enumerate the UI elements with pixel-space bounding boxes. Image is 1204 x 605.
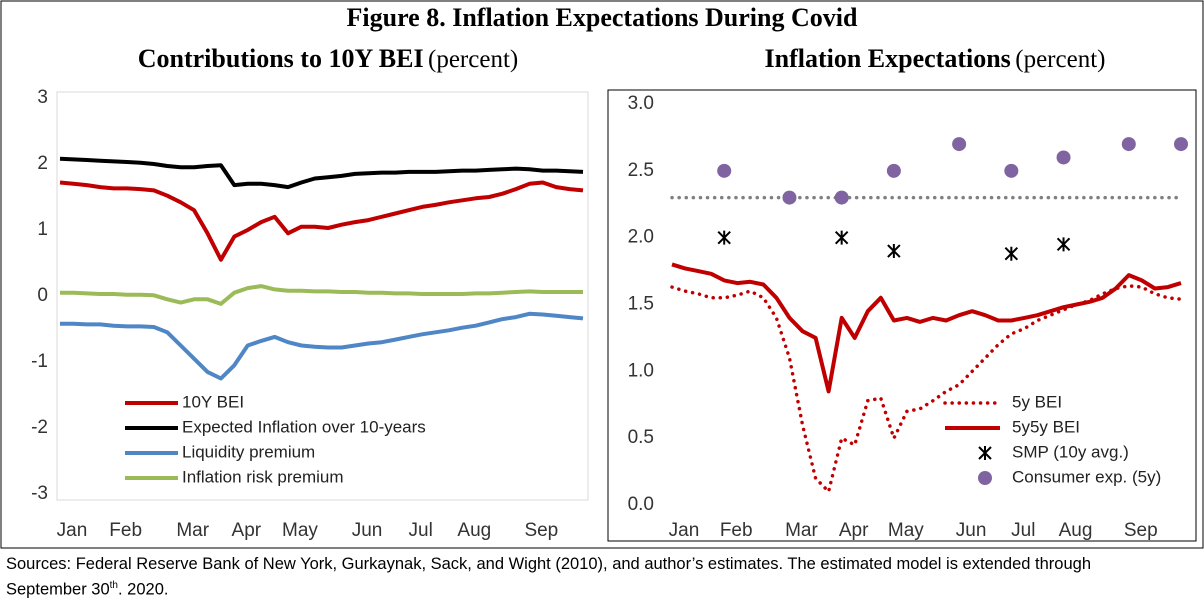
y-tick-label: 1.5 <box>628 294 654 315</box>
x-tick-label: Jun <box>352 520 383 541</box>
figure: Figure 8. Inflation Expectations During … <box>0 0 1204 549</box>
scatter-point <box>1056 150 1071 165</box>
x-tick-label: Mar <box>785 520 818 541</box>
x-tick-label: Mar <box>176 520 209 541</box>
x-tick-label: Feb <box>720 520 753 541</box>
title-unit: (percent) <box>428 46 518 73</box>
scatter-point <box>717 163 732 178</box>
y-tick-label: 2 <box>37 153 48 174</box>
note-text: Sources: Federal Reserve Bank of New Yor… <box>6 555 1091 599</box>
y-tick-label: 0 <box>37 285 48 306</box>
y-tick-label: 3 <box>37 87 48 108</box>
left-frame <box>56 91 589 501</box>
y-tick-label: -2 <box>31 417 48 438</box>
x-tick-label: Aug <box>457 520 491 541</box>
scatter-point <box>1174 137 1188 152</box>
legend-label: Inflation risk premium <box>182 467 344 486</box>
note-sup: th <box>109 580 118 591</box>
note-text: . 2020. <box>118 580 169 599</box>
series-line <box>59 156 584 190</box>
y-tick-label: 2.0 <box>628 227 654 248</box>
series-line <box>60 311 584 381</box>
series-line <box>670 284 1183 496</box>
scatter-point <box>978 446 992 460</box>
x-tick-label: Jul <box>409 520 433 541</box>
legend-label: 5y BEI <box>1012 392 1062 411</box>
legend-label: 10Y BEI <box>182 392 244 411</box>
x-tick-label: Jun <box>956 520 987 541</box>
x-tick-label: Apr <box>839 520 869 541</box>
y-tick-label: 3.0 <box>628 93 654 114</box>
title-unit: (percent) <box>1015 46 1105 73</box>
scatter-point <box>886 163 901 178</box>
scatter-point <box>887 244 901 259</box>
series-line <box>671 262 1182 394</box>
y-tick-label: 2.5 <box>628 160 654 181</box>
chart-title: Inflation Expectations (percent) <box>765 44 1106 73</box>
scatter-point <box>1121 137 1136 152</box>
scatter-point <box>1004 246 1019 261</box>
figure-title: Figure 8. Inflation Expectations During … <box>347 3 858 32</box>
source-note: Sources: Federal Reserve Bank of New Yor… <box>6 553 1156 601</box>
legend-label: Consumer exp. (5y) <box>1012 467 1161 486</box>
y-tick-label: -3 <box>31 483 48 504</box>
title-main: Contributions to 10Y BEI <box>138 44 424 73</box>
x-tick-label: May <box>888 520 924 541</box>
scatter-point <box>717 230 731 245</box>
legend-label: 5y5y BEI <box>1012 417 1080 436</box>
title-main: Inflation Expectations <box>765 44 1011 73</box>
x-tick-label: Sep <box>1124 520 1158 541</box>
x-tick-label: May <box>282 520 318 541</box>
y-tick-label: -1 <box>31 351 48 372</box>
scatter-point <box>952 137 967 152</box>
y-tick-label: 1.0 <box>628 360 654 381</box>
chart-title: Contributions to 10Y BEI (percent) <box>138 44 518 73</box>
x-tick-label: Apr <box>232 520 262 541</box>
scatter-point <box>834 190 849 205</box>
legend-label: Expected Inflation over 10-years <box>182 417 426 436</box>
scatter-point <box>978 471 992 485</box>
legend-label: SMP (10y avg.) <box>1012 442 1129 461</box>
scatter-point <box>1004 163 1019 178</box>
y-tick-label: 0.5 <box>628 427 654 448</box>
series-line <box>59 180 584 262</box>
scatter-point <box>782 190 797 205</box>
x-tick-label: Feb <box>109 520 142 541</box>
y-tick-label: 1 <box>37 219 48 240</box>
figure-border <box>0 0 1204 549</box>
series-line <box>60 284 583 306</box>
x-tick-label: Jan <box>669 520 700 541</box>
right-frame <box>607 89 1197 542</box>
x-tick-label: Aug <box>1059 520 1093 541</box>
x-tick-label: Sep <box>524 520 558 541</box>
scatter-point <box>834 230 849 245</box>
scatter-point <box>1056 237 1071 252</box>
x-tick-label: Jan <box>57 520 88 541</box>
legend-label: Liquidity premium <box>182 442 315 461</box>
x-tick-label: Jul <box>1011 520 1035 541</box>
y-tick-label: 0.0 <box>628 494 654 515</box>
